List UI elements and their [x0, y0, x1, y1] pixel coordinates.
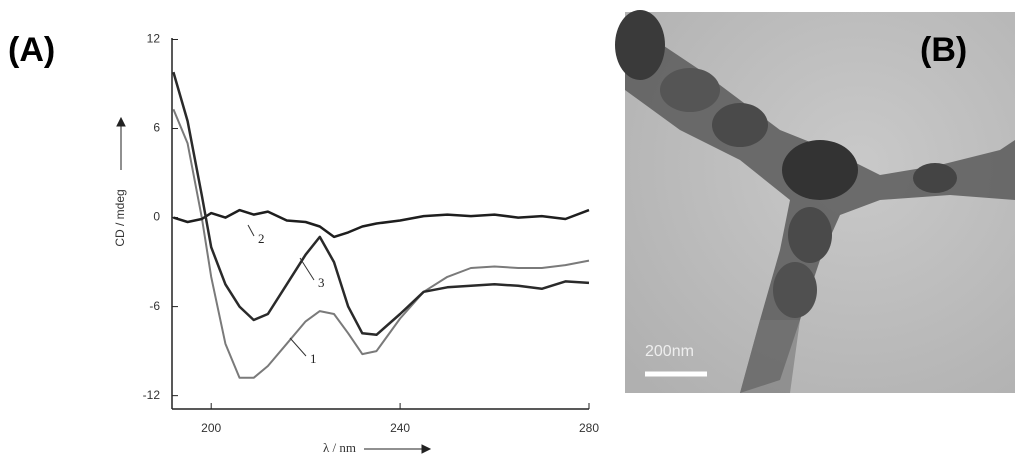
- x-tick-label: 280: [579, 421, 599, 435]
- series-label: 3: [318, 275, 325, 290]
- y-arrow: [116, 116, 126, 170]
- line: [172, 71, 590, 337]
- line: [173, 208, 590, 239]
- y-tick-label: 6: [153, 121, 160, 135]
- y-tick-label: 12: [147, 32, 161, 46]
- y-axis-label: CD / mdeg: [113, 189, 127, 246]
- panel-label: (A): [8, 31, 55, 69]
- leader-line: [299, 257, 315, 281]
- micrograph: 200nm: [615, 10, 1015, 393]
- panel-label: (B): [920, 31, 967, 69]
- leader-line: [247, 224, 255, 237]
- line: [172, 108, 590, 379]
- series-label: 1: [310, 351, 317, 366]
- series-label: 2: [258, 231, 265, 246]
- x-arrow: [364, 444, 432, 454]
- y-tick-label: -12: [143, 388, 161, 402]
- scale-bar-label: 200nm: [645, 343, 694, 360]
- x-tick-label: 200: [201, 421, 221, 435]
- y-tick-label: -6: [149, 299, 160, 313]
- y-tick-label: 0: [153, 210, 160, 224]
- x-axis-label: λ / nm: [323, 440, 356, 455]
- leader-line: [289, 337, 307, 357]
- x-tick-label: 240: [390, 421, 410, 435]
